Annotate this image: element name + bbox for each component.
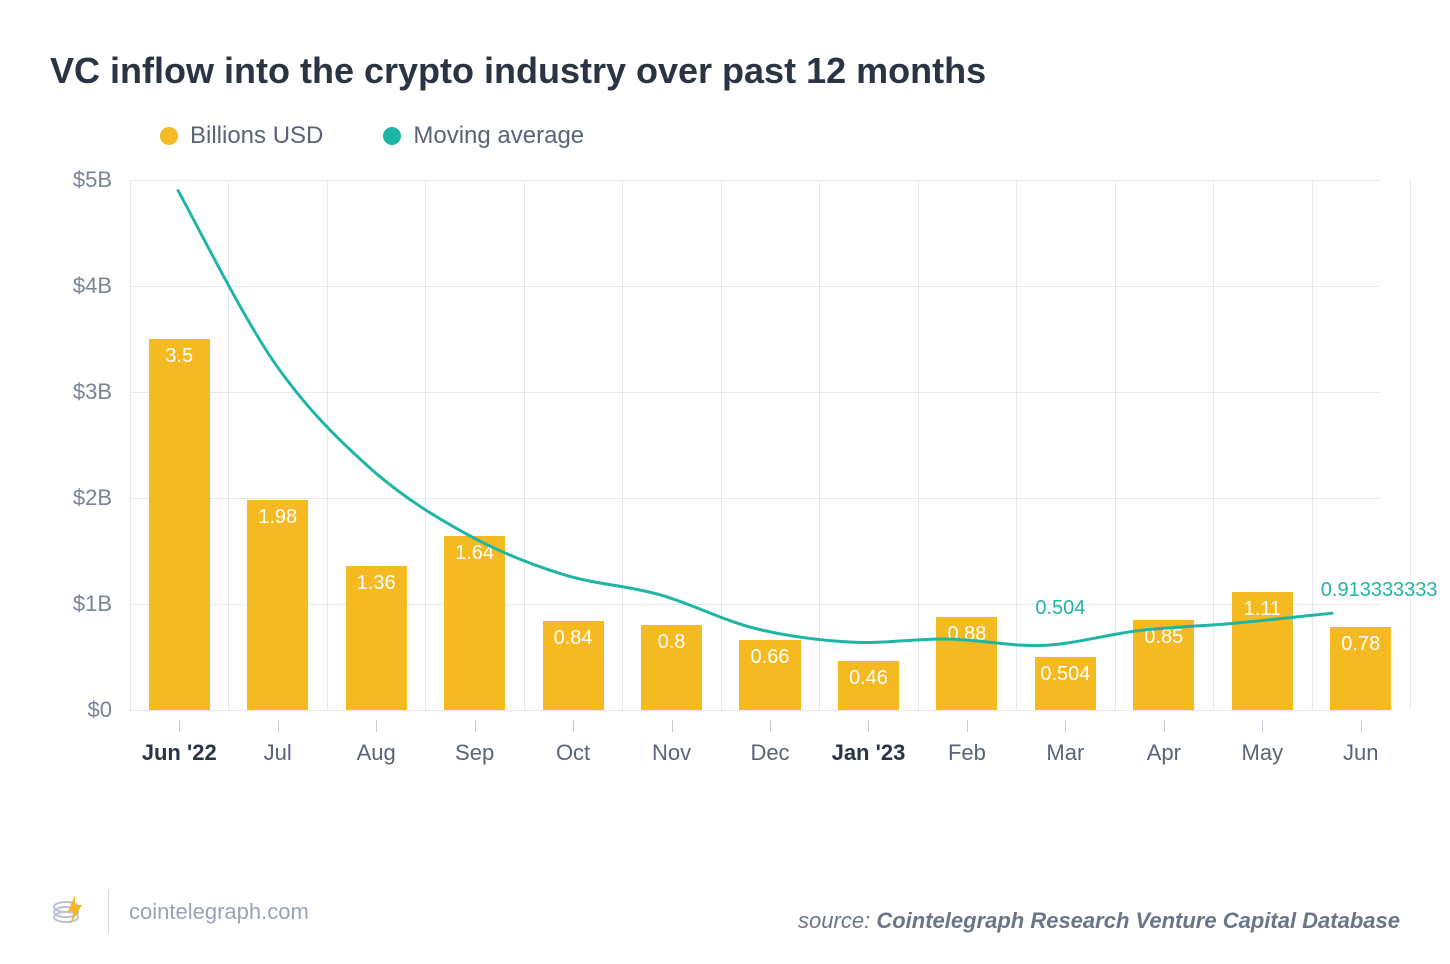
- legend-dot-bar-icon: [160, 127, 178, 145]
- bar: 0.66: [739, 640, 800, 710]
- bar: 0.85: [1133, 620, 1194, 710]
- x-axis: Jun '22 Jul Aug Sep Oct Nov Dec Jan '23 Feb Mar Ap…: [130, 720, 1380, 770]
- legend-label-bar: Billions USD: [190, 122, 323, 150]
- footer-domain: cointelegraph.com: [129, 899, 309, 925]
- x-tick: [770, 720, 771, 732]
- x-tick-label: Dec: [750, 740, 789, 766]
- bars-layer: 3.5 1.98 1.36 1.64 0.84 0.8 0.66 0.46 0.88 0.504 0…: [130, 180, 1380, 710]
- x-tick-label: Nov: [652, 740, 691, 766]
- plot-region: 3.5 1.98 1.36 1.64 0.84 0.8 0.66 0.46 0.88 0.504 0…: [130, 180, 1380, 710]
- legend-item-line: Moving average: [383, 122, 584, 150]
- bar-value-label: 0.84: [554, 627, 593, 650]
- y-tick-label: $1B: [73, 591, 112, 617]
- bar: 1.11: [1232, 592, 1293, 710]
- x-tick: [475, 720, 476, 732]
- source-name: Cointelegraph Research Venture Capital D…: [876, 908, 1400, 933]
- x-tick: [573, 720, 574, 732]
- x-tick: [672, 720, 673, 732]
- bar: 1.64: [444, 536, 505, 710]
- chart-plot-area: $0 $1B $2B $3B $4B $5B 3.5 1.98 1.36 1.64 0.84 0.8…: [50, 170, 1400, 770]
- x-tick-label: Jun: [1343, 740, 1378, 766]
- bar: 1.98: [247, 500, 308, 710]
- y-tick-label: $0: [88, 697, 112, 723]
- bar-value-label: 1.64: [455, 542, 494, 565]
- x-tick-label: Jan '23: [832, 740, 906, 766]
- x-tick-label: Oct: [556, 740, 590, 766]
- x-tick: [967, 720, 968, 732]
- y-tick-label: $5B: [73, 167, 112, 193]
- grid-line-h: [130, 710, 1380, 711]
- y-tick-label: $4B: [73, 273, 112, 299]
- bar: 1.36: [346, 566, 407, 710]
- x-tick-label: Apr: [1147, 740, 1181, 766]
- x-tick: [278, 720, 279, 732]
- x-tick-label: Feb: [948, 740, 986, 766]
- x-tick-label: Aug: [357, 740, 396, 766]
- logo-wrap: [50, 889, 109, 934]
- x-tick: [1361, 720, 1362, 732]
- x-tick-label: Sep: [455, 740, 494, 766]
- moving-average-annotation: 0.504: [1035, 597, 1085, 620]
- x-tick: [1262, 720, 1263, 732]
- x-tick: [179, 720, 180, 732]
- bar-value-label: 0.85: [1144, 626, 1183, 649]
- cointelegraph-logo-icon: [50, 889, 90, 929]
- bar-value-label: 3.5: [165, 345, 193, 368]
- bar: 0.504: [1035, 657, 1096, 710]
- chart-title: VC inflow into the crypto industry over …: [50, 50, 1400, 92]
- footer-source: source: Cointelegraph Research Venture C…: [798, 908, 1400, 934]
- bar-value-label: 0.504: [1040, 663, 1090, 686]
- chart-footer: cointelegraph.com source: Cointelegraph …: [50, 889, 1400, 934]
- x-tick: [868, 720, 869, 732]
- legend-dot-line-icon: [383, 127, 401, 145]
- chart-container: VC inflow into the crypto industry over …: [0, 0, 1450, 964]
- y-tick-label: $3B: [73, 379, 112, 405]
- bar-value-label: 0.8: [658, 631, 686, 654]
- bar: 0.84: [543, 621, 604, 710]
- moving-average-annotation: 0.913333333: [1321, 579, 1438, 602]
- bar: 0.88: [936, 617, 997, 710]
- footer-left: cointelegraph.com: [50, 889, 309, 934]
- x-tick-label: May: [1242, 740, 1284, 766]
- grid-line-v: [1410, 180, 1411, 710]
- bar-value-label: 0.88: [947, 623, 986, 646]
- bar: 0.46: [838, 661, 899, 710]
- legend-label-line: Moving average: [413, 122, 584, 150]
- bar-value-label: 1.11: [1244, 598, 1281, 621]
- bar-value-label: 0.46: [849, 667, 888, 690]
- bar-value-label: 1.36: [357, 572, 396, 595]
- x-tick: [376, 720, 377, 732]
- legend-item-bar: Billions USD: [160, 122, 323, 150]
- bar: 0.78: [1330, 627, 1391, 710]
- bar-value-label: 1.98: [258, 506, 297, 529]
- chart-legend: Billions USD Moving average: [160, 122, 1400, 150]
- bar: 3.5: [149, 339, 210, 710]
- y-axis: $0$1B$2B$3B$4B$5B: [50, 180, 130, 710]
- y-tick-label: $2B: [73, 485, 112, 511]
- x-tick: [1065, 720, 1066, 732]
- x-tick-label: Jun '22: [142, 740, 217, 766]
- source-prefix: source:: [798, 908, 876, 933]
- x-tick-label: Jul: [264, 740, 292, 766]
- bar-value-label: 0.66: [751, 646, 790, 669]
- bar: 0.8: [641, 625, 702, 710]
- x-tick: [1164, 720, 1165, 732]
- bar-value-label: 0.78: [1341, 633, 1380, 656]
- x-tick-label: Mar: [1046, 740, 1084, 766]
